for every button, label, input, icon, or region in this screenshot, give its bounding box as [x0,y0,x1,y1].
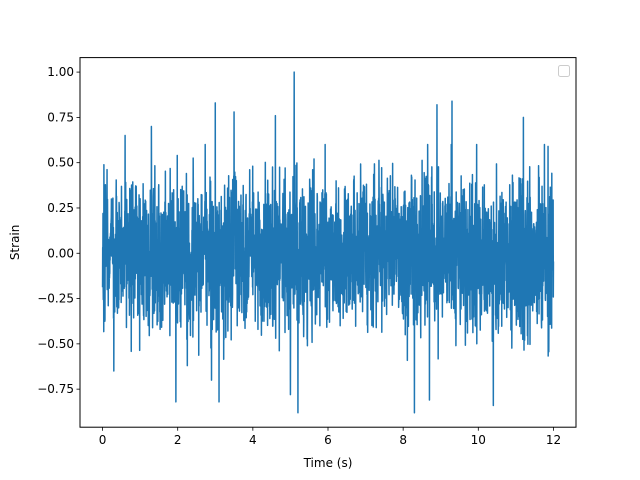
x-tick-label: 6 [324,433,332,447]
x-tick-label: 8 [399,433,407,447]
y-tick-label: −0.75 [37,382,74,396]
y-axis-label: Strain [8,225,22,261]
x-tick-label: 2 [174,433,182,447]
legend-box [558,65,570,77]
ticks-layer: 0 2 4 6 8 10 12 −0.75 −0.50 −0.25 0.00 0.25 0.50 0.75… [37,65,561,447]
x-tick-label: 4 [249,433,257,447]
y-tick-label: 1.00 [47,65,74,79]
x-tick-label: 10 [471,433,486,447]
x-axis-label: Time (s) [303,456,353,470]
y-tick-label: 0.50 [47,156,74,170]
y-tick-label: −0.50 [37,337,74,351]
y-tick-label: −0.25 [37,292,74,306]
x-tick-label: 12 [546,433,561,447]
y-tick-label: 0.00 [47,246,74,260]
y-tick-label: 0.25 [47,201,74,215]
x-tick-label: 0 [99,433,107,447]
y-tick-label: 0.75 [47,110,74,124]
plot-layer [101,71,555,414]
strain-series-line [101,71,555,414]
